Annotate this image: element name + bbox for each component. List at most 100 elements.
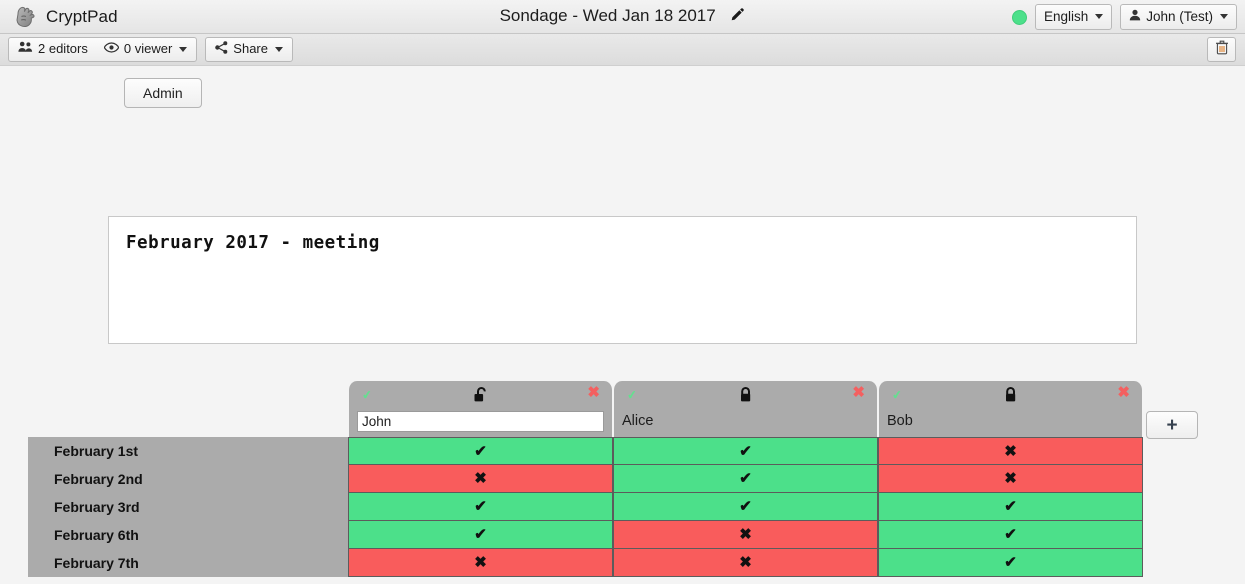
main-content: Admin February 2017 - meeting ✔ xyxy=(0,66,1245,583)
poll-cell-3-2[interactable]: ✔ xyxy=(878,521,1143,549)
x-icon[interactable]: ✖ xyxy=(852,384,865,401)
caret-down-icon xyxy=(275,46,283,52)
page-title[interactable]: Sondage - Wed Jan 18 2017 xyxy=(499,5,716,25)
column-name-label: Alice xyxy=(622,413,654,429)
poll-row-label: February 3rd xyxy=(28,493,348,521)
poll-cell-0-2[interactable]: ✖ xyxy=(878,437,1143,465)
table-row: February 3rd ✔ ✔ ✔ xyxy=(28,493,1143,521)
x-icon[interactable]: ✖ xyxy=(1117,384,1130,401)
users-icon xyxy=(18,41,33,58)
secondary-toolbar: 2 editors 0 viewer Share xyxy=(0,34,1245,66)
column-name-cell-2: Bob xyxy=(879,409,1142,437)
poll-cell-2-0[interactable]: ✔ xyxy=(348,493,613,521)
check-icon[interactable]: ✔ xyxy=(361,387,373,403)
top-right-controls: English John (Test) xyxy=(1011,0,1237,34)
add-column-button[interactable]: + xyxy=(1146,411,1198,439)
poll-cell-0-0[interactable]: ✔ xyxy=(348,437,613,465)
poll-cell-0-1[interactable]: ✔ xyxy=(613,437,878,465)
check-icon[interactable]: ✔ xyxy=(626,387,638,403)
poll-cell-4-1[interactable]: ✖ xyxy=(613,549,878,577)
poll-table: ✔ ✖ xyxy=(28,381,1143,577)
x-icon: ✖ xyxy=(1004,470,1017,487)
viewers-label: 0 viewer xyxy=(123,41,173,57)
check-icon[interactable]: ✔ xyxy=(891,387,903,403)
admin-row: Admin xyxy=(0,66,1245,108)
poll-header-row: ✔ ✖ xyxy=(28,381,1143,437)
plus-icon: + xyxy=(1166,414,1178,436)
check-icon: ✔ xyxy=(739,442,752,460)
poll-row-label: February 7th xyxy=(28,549,348,577)
admin-button[interactable]: Admin xyxy=(124,78,202,108)
poll-table-head: ✔ ✖ xyxy=(28,381,1143,437)
user-menu-button[interactable]: John (Test) xyxy=(1120,4,1237,30)
table-row: February 7th ✖ ✖ ✔ xyxy=(28,549,1143,577)
poll-cell-3-0[interactable]: ✔ xyxy=(348,521,613,549)
caret-down-icon xyxy=(1095,14,1104,20)
header-spacer xyxy=(28,381,348,437)
presence-button[interactable]: 2 editors 0 viewer xyxy=(8,37,198,62)
brand-area: CryptPad xyxy=(0,4,118,30)
poll-cell-4-2[interactable]: ✔ xyxy=(878,549,1143,577)
trash-area xyxy=(1207,37,1236,62)
lock-closed-icon[interactable] xyxy=(1003,386,1019,409)
check-icon: ✔ xyxy=(474,498,487,515)
check-icon: ✔ xyxy=(1004,526,1017,543)
table-row: February 6th ✔ ✖ ✔ xyxy=(28,521,1143,549)
poll-cell-2-1[interactable]: ✔ xyxy=(613,493,878,521)
poll-column-header-2: ✔ ✖ Bob xyxy=(878,381,1143,437)
poll-cell-3-1[interactable]: ✖ xyxy=(613,521,878,549)
x-icon: ✖ xyxy=(474,470,487,487)
poll-row-label: February 2nd xyxy=(28,465,348,493)
poll-cell-1-2[interactable]: ✖ xyxy=(878,465,1143,493)
column-name-input[interactable] xyxy=(357,410,604,432)
poll-cell-4-0[interactable]: ✖ xyxy=(348,549,613,577)
green-status-dot-icon xyxy=(1011,9,1027,25)
trash-icon xyxy=(1215,40,1229,60)
language-button[interactable]: English xyxy=(1034,4,1113,30)
check-icon: ✔ xyxy=(474,442,487,460)
pencil-icon[interactable] xyxy=(729,7,745,28)
column-icons-2: ✔ ✖ xyxy=(879,381,1142,409)
check-icon: ✔ xyxy=(1004,498,1017,515)
editors-label: 2 editors xyxy=(38,41,88,57)
poll-table-area: ✔ ✖ xyxy=(28,381,1198,577)
unlock-open-icon[interactable] xyxy=(473,386,489,409)
share-button[interactable]: Share xyxy=(205,36,293,63)
poll-table-body: February 1st ✔ ✔ ✖ February 2nd ✖ ✔ ✖ February 3… xyxy=(28,437,1143,577)
x-icon: ✖ xyxy=(1004,442,1017,460)
x-icon: ✖ xyxy=(739,554,752,571)
column-icons-0: ✔ ✖ xyxy=(349,381,612,409)
share-nodes-icon xyxy=(215,40,228,59)
check-icon: ✔ xyxy=(1004,554,1017,571)
user-icon xyxy=(1129,8,1141,26)
poll-description[interactable]: February 2017 - meeting xyxy=(108,216,1137,344)
language-label: English xyxy=(1043,9,1089,25)
document-title-area: Sondage - Wed Jan 18 2017 xyxy=(0,6,1245,28)
caret-down-icon xyxy=(1220,14,1228,20)
brand-name: CryptPad xyxy=(46,6,118,26)
eye-icon xyxy=(103,41,120,58)
x-icon: ✖ xyxy=(474,554,487,571)
delete-button[interactable] xyxy=(1207,37,1236,62)
table-row: February 2nd ✖ ✔ ✖ xyxy=(28,465,1143,493)
lock-closed-icon[interactable] xyxy=(738,386,754,409)
column-name-cell-0 xyxy=(349,409,612,437)
top-toolbar: CryptPad Sondage - Wed Jan 18 2017 Engli… xyxy=(0,0,1245,34)
check-icon: ✔ xyxy=(474,526,487,543)
check-icon: ✔ xyxy=(739,498,752,515)
poll-row-label: February 1st xyxy=(28,437,348,465)
fist-logo-icon xyxy=(11,4,37,30)
poll-row-label: February 6th xyxy=(28,521,348,549)
column-name-label: Bob xyxy=(887,413,913,429)
table-row: February 1st ✔ ✔ ✖ xyxy=(28,437,1143,465)
poll-cell-1-0[interactable]: ✖ xyxy=(348,465,613,493)
user-label: John (Test) xyxy=(1146,9,1213,25)
x-icon[interactable]: ✖ xyxy=(587,384,600,401)
poll-cell-1-1[interactable]: ✔ xyxy=(613,465,878,493)
check-icon: ✔ xyxy=(739,470,752,487)
poll-column-header-1: ✔ ✖ Alice xyxy=(613,381,878,437)
x-icon: ✖ xyxy=(739,526,752,543)
poll-column-header-0: ✔ ✖ xyxy=(348,381,613,437)
poll-cell-2-2[interactable]: ✔ xyxy=(878,493,1143,521)
column-name-cell-1: Alice xyxy=(614,409,877,437)
